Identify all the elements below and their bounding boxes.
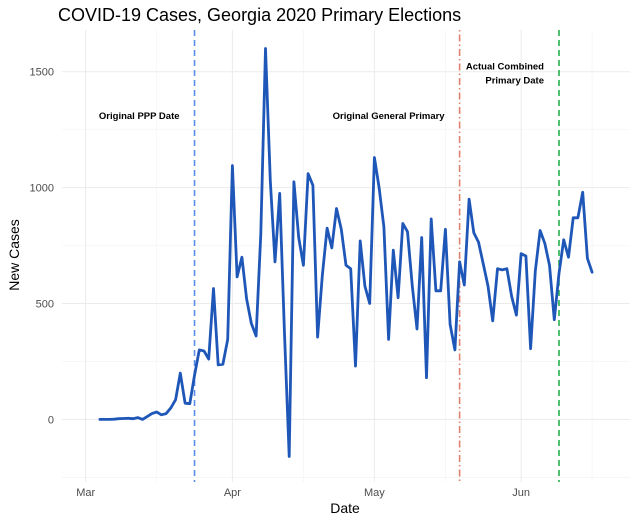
y-tick-label: 0 (48, 414, 54, 426)
annotation-label: Original General Primary (333, 111, 446, 122)
x-tick-label: Apr (224, 487, 241, 499)
annotation-label: Actual Combined (466, 61, 544, 72)
y-tick-label: 500 (36, 299, 54, 311)
chart-title: COVID-19 Cases, Georgia 2020 Primary Ele… (58, 5, 461, 25)
annotations: Original PPP Date Original General Primar… (99, 61, 544, 122)
annotation-label: Primary Date (485, 75, 544, 86)
y-axis-title: New Cases (6, 219, 22, 291)
x-tick-label: Mar (76, 487, 95, 499)
reference-lines (193, 30, 560, 482)
y-tick-label: 1500 (30, 67, 54, 79)
series-layer (98, 47, 594, 458)
series-line (98, 47, 594, 458)
annotation-label: Original PPP Date (99, 111, 180, 122)
x-tick-label: Jun (512, 487, 530, 499)
x-axis-title: Date (330, 500, 360, 516)
x-tick-label: May (364, 487, 385, 499)
y-tick-label: 1000 (30, 183, 54, 195)
x-axis-ticks: Mar Apr May Jun (76, 487, 530, 499)
y-axis-ticks: 0 500 1000 1500 (30, 67, 54, 427)
